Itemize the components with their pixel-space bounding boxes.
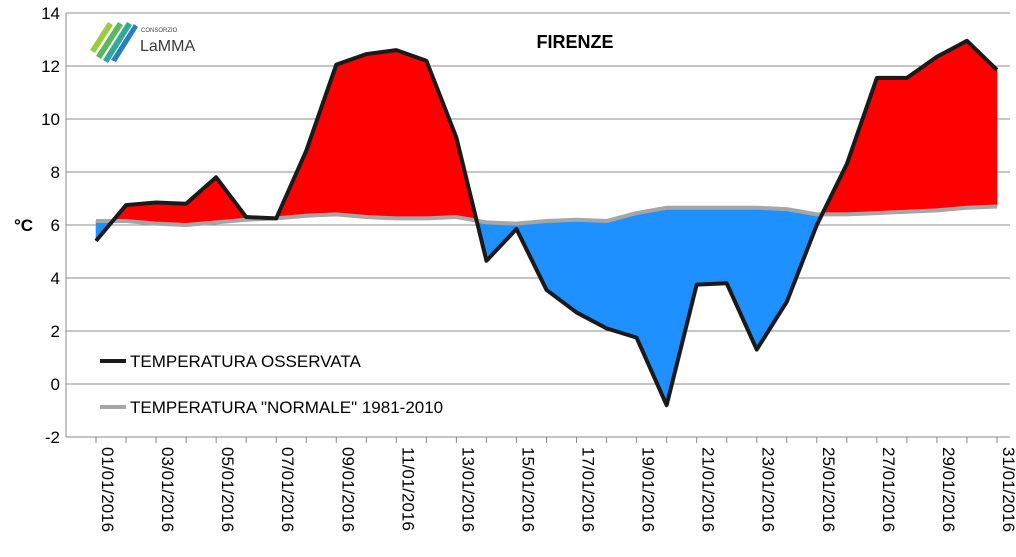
x-tick-label: 01/01/2016 — [98, 447, 117, 532]
anomaly-fill-segment — [696, 207, 728, 285]
y-tick-label: 10 — [41, 110, 60, 129]
legend: TEMPERATURA OSSERVATA TEMPERATURA "NORMA… — [100, 352, 443, 417]
x-axis-ticks: 01/01/2016 03/01/2016 05/01/2016 07/01/2016… — [95, 437, 1016, 532]
x-tick-label: 07/01/2016 — [278, 447, 297, 532]
series-line-observed — [94, 38, 999, 408]
anomaly-fill-segment — [936, 40, 968, 211]
anomaly-fills — [95, 40, 998, 406]
y-tick-label: 8 — [51, 163, 60, 182]
legend-label-observed: TEMPERATURA OSSERVATA — [130, 352, 361, 371]
x-tick-label: 21/01/2016 — [699, 447, 718, 532]
x-tick-label: 03/01/2016 — [158, 447, 177, 532]
x-tick-label: 29/01/2016 — [939, 447, 958, 532]
logo-small-text: CONSORZIO — [141, 28, 178, 34]
series-lines — [94, 38, 999, 408]
anomaly-fill-segment — [576, 219, 607, 329]
y-tick-label: 2 — [51, 322, 60, 341]
chart-title: FIRENZE — [536, 32, 613, 52]
series-line-normal — [96, 204, 998, 227]
anomaly-fill-segment — [155, 202, 187, 226]
y-axis-ticks: -2 0 2 4 6 8 10 12 14 — [41, 4, 60, 447]
x-tick-label: 15/01/2016 — [518, 447, 537, 532]
y-tick-label: 6 — [51, 216, 60, 235]
x-tick-label: 05/01/2016 — [218, 447, 237, 532]
anomaly-fill-segment — [876, 77, 908, 214]
y-tick-label: 4 — [51, 269, 60, 288]
anomaly-fill-segment — [365, 49, 397, 219]
gridlines — [65, 12, 1010, 438]
legend-label-normal: TEMPERATURA "NORMALE" 1981-2010 — [130, 398, 443, 417]
x-tick-label: 09/01/2016 — [338, 447, 357, 532]
x-tick-label: 23/01/2016 — [759, 447, 778, 532]
y-tick-label: 0 — [51, 375, 60, 394]
x-tick-label: 13/01/2016 — [458, 447, 477, 532]
y-tick-label: -2 — [45, 428, 60, 447]
logo-name: LaMMA — [140, 38, 195, 55]
x-tick-label: 11/01/2016 — [398, 447, 417, 531]
y-axis-label: °C — [14, 216, 33, 235]
x-tick-label: 17/01/2016 — [579, 447, 598, 532]
x-tick-label: 25/01/2016 — [819, 447, 838, 532]
y-tick-label: 14 — [41, 4, 60, 23]
x-tick-label: 19/01/2016 — [639, 447, 658, 532]
x-tick-label: 27/01/2016 — [879, 447, 898, 532]
anomaly-fill-segment — [396, 49, 427, 219]
logo-mark-icon — [90, 22, 138, 63]
y-tick-label: 12 — [41, 57, 60, 76]
anomaly-fill-segment — [606, 212, 637, 339]
logo: CONSORZIO LaMMA — [90, 22, 195, 63]
anomaly-fill-segment — [335, 53, 367, 218]
anomaly-fill-segment — [906, 56, 938, 213]
x-tick-label: 31/01/2016 — [999, 447, 1016, 532]
